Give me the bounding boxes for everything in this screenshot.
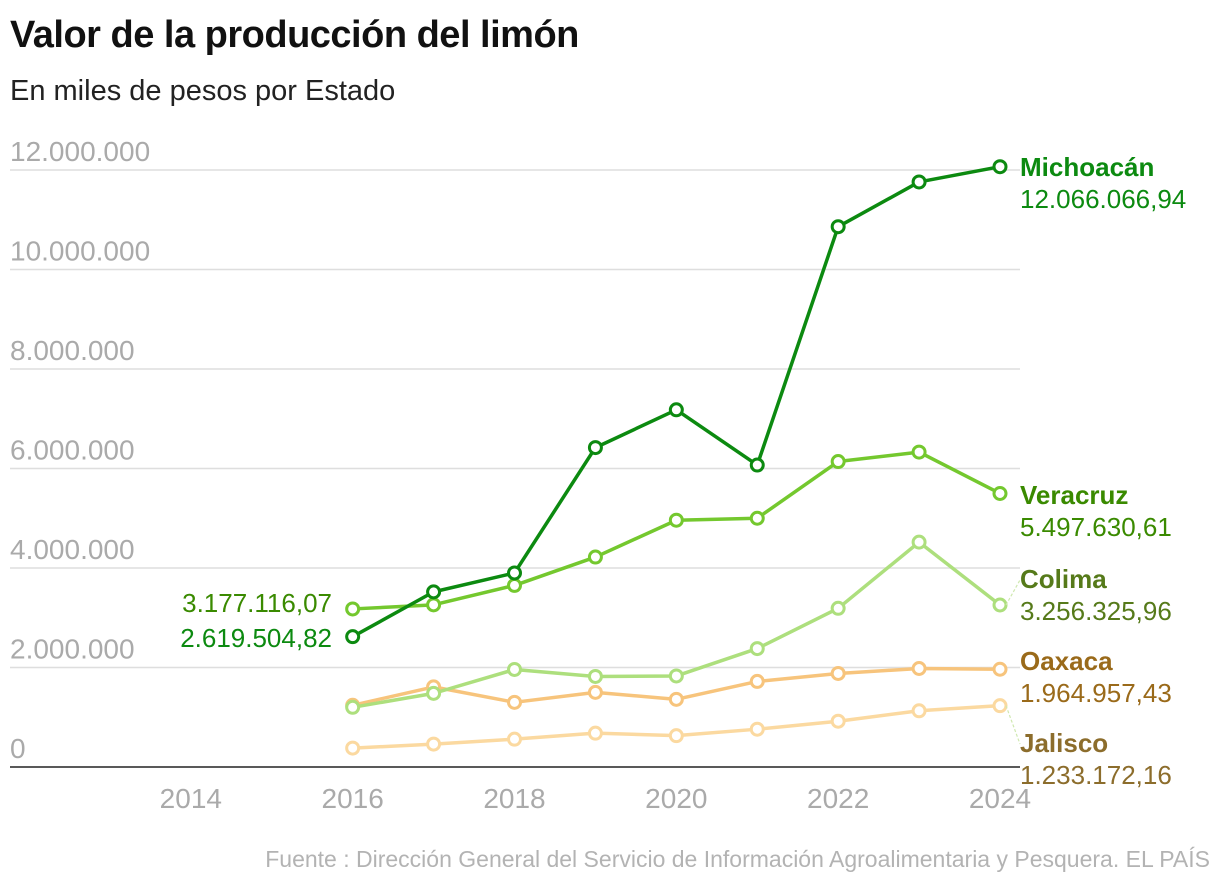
data-point[interactable] — [587, 725, 603, 741]
series-colima — [345, 534, 1008, 715]
x-axis-ticks: 2014 2016 2018 2020 2022 2024 — [160, 783, 1031, 814]
x-tick-label: 2022 — [807, 783, 869, 814]
data-point[interactable] — [345, 601, 361, 617]
y-tick-label: 4.000.000 — [10, 534, 135, 565]
series-veracruz — [345, 444, 1008, 617]
chart-title: Valor de la producción del limón — [10, 14, 579, 56]
y-tick-label: 10.000.000 — [10, 236, 150, 267]
chart-subtitle: En miles de pesos por Estado — [10, 75, 396, 107]
data-point[interactable] — [507, 577, 522, 593]
data-point[interactable] — [911, 660, 927, 676]
data-point[interactable] — [668, 691, 684, 707]
series-line — [351, 164, 1001, 639]
data-point[interactable] — [992, 159, 1008, 175]
y-tick-label: 8.000.000 — [10, 335, 135, 366]
series-start-value-label: 2.619.504,82 — [180, 623, 332, 653]
data-point[interactable] — [668, 668, 684, 684]
series-start-value-label: 3.177.116,07 — [182, 588, 332, 618]
data-point[interactable] — [587, 668, 603, 684]
series-oaxaca — [345, 660, 1008, 713]
data-point[interactable] — [426, 736, 442, 752]
data-point[interactable] — [911, 703, 927, 719]
label-connector — [1005, 705, 1021, 745]
data-point[interactable] — [830, 454, 846, 470]
x-tick-label: 2018 — [483, 783, 545, 814]
data-point[interactable] — [992, 698, 1008, 714]
y-tick-label: 2.000.000 — [10, 634, 135, 665]
series-end-value-label: 12.066.066,94 — [1020, 184, 1186, 214]
data-point[interactable] — [911, 534, 927, 550]
data-point[interactable] — [426, 597, 442, 613]
data-point[interactable] — [911, 174, 927, 190]
y-tick-label: 6.000.000 — [10, 435, 135, 466]
data-point[interactable] — [830, 665, 846, 681]
data-point[interactable] — [507, 731, 522, 747]
data-point[interactable] — [911, 444, 927, 460]
data-point[interactable] — [668, 728, 684, 744]
data-point[interactable] — [749, 457, 765, 473]
data-point[interactable] — [507, 694, 522, 710]
series-group — [345, 159, 1008, 756]
data-point[interactable] — [830, 713, 846, 729]
series-name-label: Veracruz — [1020, 480, 1128, 510]
data-point[interactable] — [749, 673, 765, 689]
y-tick-label: 12.000.000 — [10, 136, 150, 167]
data-point[interactable] — [345, 699, 361, 715]
data-point[interactable] — [345, 629, 361, 645]
data-point[interactable] — [992, 485, 1008, 501]
series-name-label: Oaxaca — [1020, 646, 1113, 676]
data-point[interactable] — [507, 661, 522, 677]
data-point[interactable] — [830, 219, 846, 235]
x-tick-label: 2014 — [160, 783, 222, 814]
series-name-label: Colima — [1020, 564, 1107, 594]
series-line — [352, 450, 1001, 611]
data-point[interactable] — [507, 565, 522, 581]
data-point[interactable] — [426, 584, 442, 600]
data-point[interactable] — [749, 510, 765, 526]
series-end-value-label: 1.233.172,16 — [1020, 760, 1172, 790]
series-end-value-label: 1.964.957,43 — [1020, 678, 1172, 708]
data-point[interactable] — [992, 597, 1008, 613]
data-point[interactable] — [992, 661, 1008, 677]
data-point[interactable] — [830, 600, 846, 616]
source-note: Fuente : Dirección General del Servicio … — [265, 846, 1210, 872]
x-tick-label: 2020 — [645, 783, 707, 814]
data-point[interactable] — [426, 685, 442, 701]
series-end-value-label: 5.497.630,61 — [1020, 512, 1172, 542]
x-tick-label: 2016 — [322, 783, 384, 814]
x-tick-label: 2024 — [969, 783, 1031, 814]
series-jalisco — [345, 698, 1008, 756]
data-point[interactable] — [587, 549, 603, 565]
y-tick-label: 0 — [10, 733, 26, 764]
data-point[interactable] — [668, 402, 684, 418]
data-point[interactable] — [587, 440, 603, 456]
data-point[interactable] — [749, 641, 765, 657]
series-michoacán — [345, 159, 1008, 645]
series-name-label: Michoacán — [1020, 152, 1154, 182]
label-connector — [1005, 579, 1021, 606]
series-name-label: Jalisco — [1020, 728, 1108, 758]
data-point[interactable] — [749, 721, 765, 737]
data-point[interactable] — [587, 684, 603, 700]
data-point[interactable] — [345, 740, 361, 756]
data-point[interactable] — [668, 512, 684, 528]
y-axis-ticks: 0 2.000.000 4.000.000 6.000.000 8.000.000 10.… — [10, 136, 150, 764]
series-end-value-label: 3.256.325,96 — [1020, 596, 1172, 626]
